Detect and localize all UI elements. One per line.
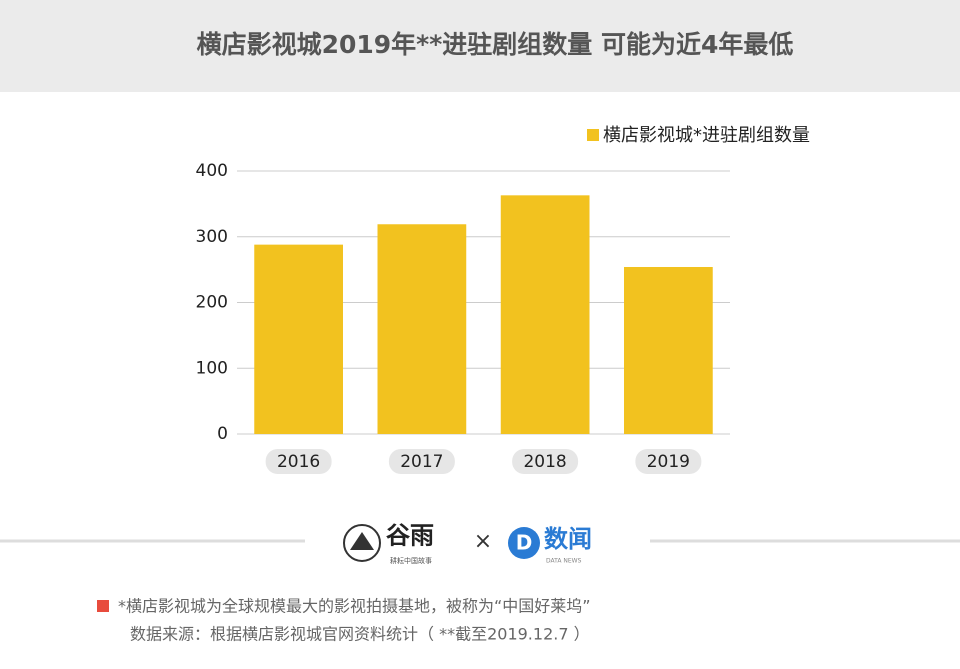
footnote-marker — [97, 600, 109, 612]
logo-icon — [343, 524, 381, 562]
logo-icon-letter: D — [516, 531, 533, 555]
logo-separator: × — [474, 529, 492, 554]
chart-title: 横店影视城2019年**进驻剧组数量 可能为近4年最低 — [197, 30, 794, 59]
y-tick-label: 100 — [196, 358, 228, 378]
footnote: *横店影视城为全球规模最大的影视拍摄基地，被称为“中国好莱坞” — [118, 597, 591, 616]
logo-subtext: 耕耘中国故事 — [390, 556, 432, 565]
y-tick-label: 200 — [196, 293, 228, 313]
logo-icon — [508, 527, 540, 559]
footnote: 数据来源：根据横店影视城官网资料统计（ **截至2019.12.7 ） — [130, 625, 590, 644]
y-tick-label: 0 — [217, 424, 228, 444]
x-tick-label: 2018 — [523, 452, 566, 472]
logo-icon — [350, 532, 374, 550]
x-tick-pill — [388, 449, 455, 474]
x-tick-pill — [512, 449, 579, 474]
x-tick-label: 2019 — [647, 452, 690, 472]
x-tick-label: 2016 — [277, 452, 320, 472]
bar — [624, 266, 713, 434]
x-tick-pill — [265, 449, 332, 474]
logo-text: 谷雨 — [386, 523, 434, 550]
y-tick-label: 300 — [196, 227, 228, 247]
x-tick-label: 2017 — [400, 452, 443, 472]
legend-label: 横店影视城*进驻剧组数量 — [603, 125, 810, 146]
logo-subtext: DATA NEWS — [546, 558, 582, 565]
header-band — [0, 0, 960, 92]
plot: 0 100 200 300 400 2016 2017 2018 2019 横店影视城*进驻剧组数… — [196, 125, 810, 474]
bar — [500, 195, 590, 434]
x-tick-pill — [635, 449, 702, 474]
y-tick-label: 400 — [196, 161, 228, 181]
logo-text: 数闻 — [544, 525, 592, 553]
bar — [377, 224, 467, 434]
legend-swatch — [587, 129, 599, 141]
bar — [254, 244, 343, 434]
